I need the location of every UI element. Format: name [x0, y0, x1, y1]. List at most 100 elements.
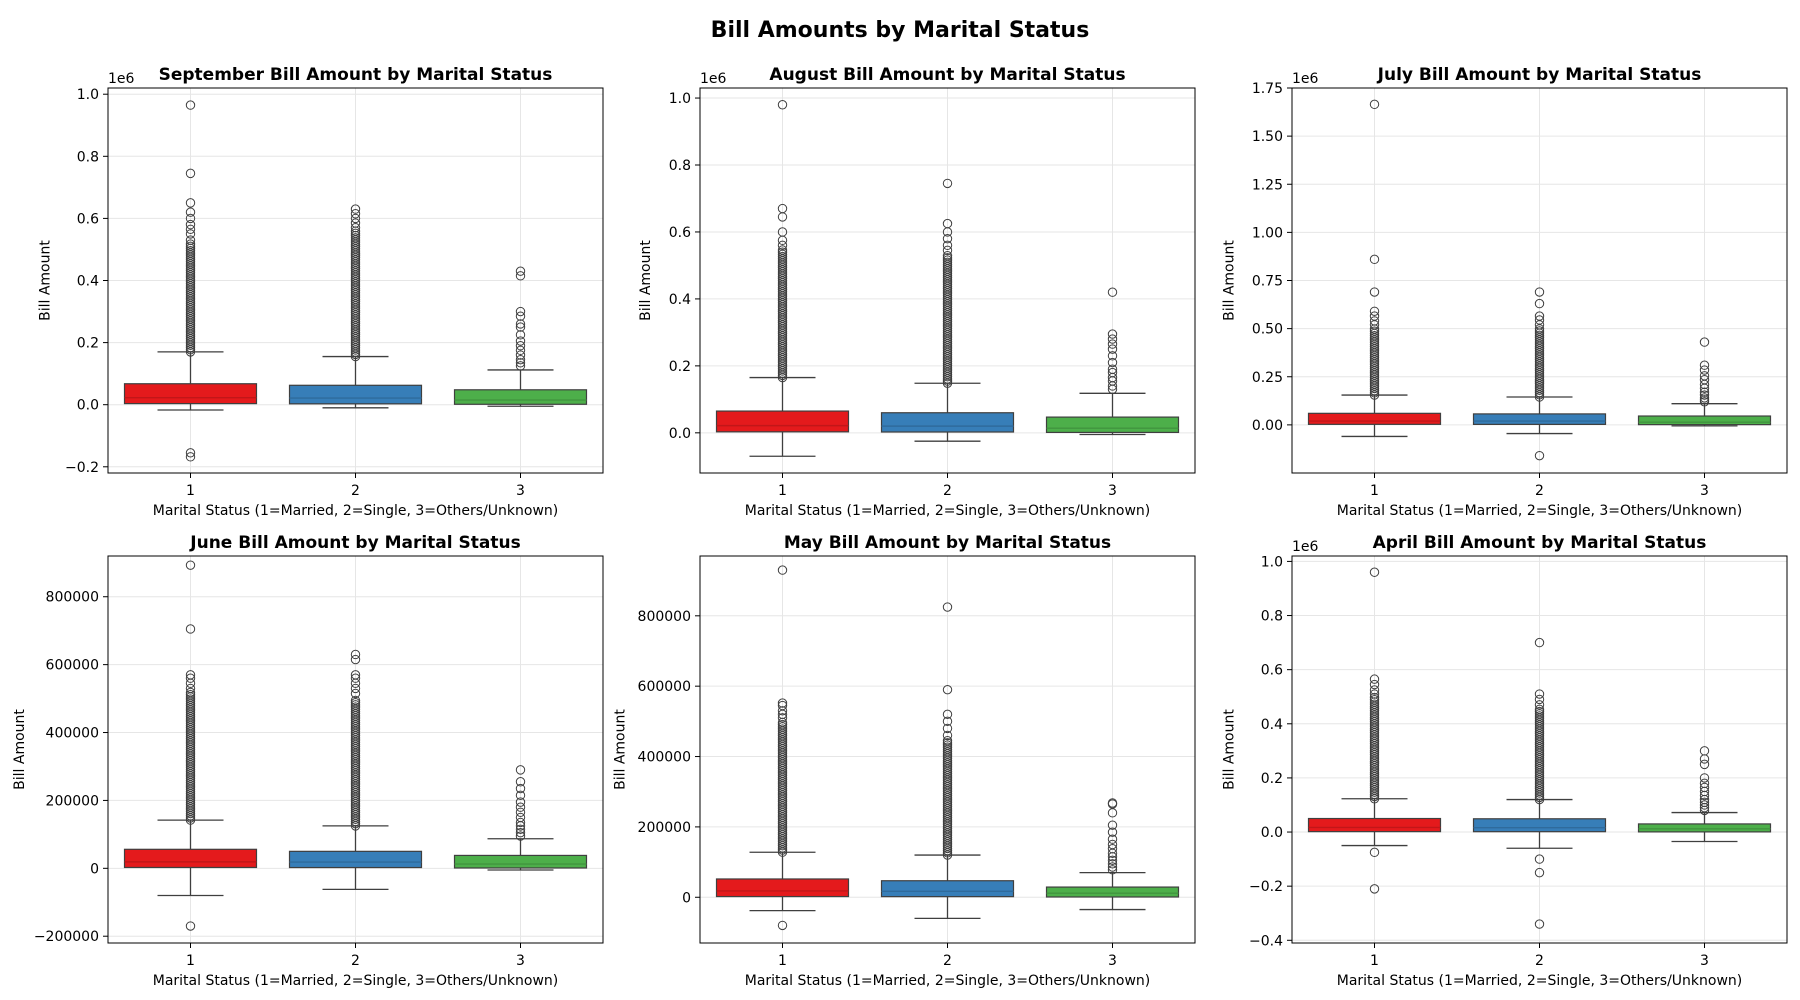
outlier-point [1699, 800, 1710, 810]
box-iqr [1472, 818, 1607, 833]
outlier-point [942, 178, 953, 189]
y-tick-label: 400000 [638, 750, 691, 766]
y-tick-label: 1.00 [1252, 225, 1283, 241]
y-tick-label: 800000 [46, 590, 99, 606]
y-tick-label: 400000 [46, 726, 99, 742]
outlier-point [1699, 393, 1710, 403]
y-tick-label: 1.0 [1261, 554, 1283, 570]
outlier-point [1534, 867, 1545, 878]
outlier-point [515, 336, 526, 346]
outlier-point [350, 649, 361, 660]
outlier-point [515, 827, 526, 838]
outlier-point [942, 742, 953, 752]
box-iqr [1307, 412, 1442, 425]
subplot-title: May Bill Amount by Marital Status [784, 533, 1111, 553]
outlier-point [185, 921, 196, 931]
outlier-point [942, 257, 953, 267]
box-2 [880, 178, 1015, 442]
outlier-point [350, 204, 361, 214]
outlier-point [350, 213, 361, 224]
outlier-point [942, 684, 953, 695]
outlier-point [942, 709, 953, 720]
outlier-point [1107, 862, 1118, 872]
y-tick-label: 800000 [638, 609, 691, 625]
outlier-point [515, 358, 526, 368]
outlier-point [1699, 746, 1710, 756]
box-1 [715, 565, 850, 931]
outlier-point [350, 700, 361, 710]
y-tick-label: 0.2 [669, 359, 691, 375]
box-iqr [1307, 817, 1442, 833]
y-tick-label: 0.8 [77, 149, 99, 165]
y-scale-offset: 1e6 [108, 71, 135, 87]
y-scale-offset: 1e6 [700, 71, 727, 87]
outlier-point [1534, 694, 1545, 705]
y-tick-label: 0.4 [1261, 717, 1283, 733]
outlier-point [515, 777, 526, 787]
box-1 [123, 560, 258, 931]
outlier-point [515, 345, 526, 356]
outlier-point [1369, 254, 1380, 265]
outlier-point [1534, 854, 1545, 864]
subplot-panel: −200000 0 200000 400000 600000 800000 1 2 3 June … [12, 533, 604, 989]
box-1 [123, 100, 258, 462]
outlier-point [350, 670, 361, 680]
y-tick-label: 0.0 [1261, 825, 1283, 841]
outlier-point [1369, 287, 1380, 297]
y-tick-label: −0.2 [65, 460, 99, 476]
y-tick-label: 1.25 [1252, 177, 1283, 193]
outlier-point [942, 250, 953, 261]
outlier-point [515, 319, 526, 329]
outlier-point [777, 227, 788, 237]
outlier-point [1534, 700, 1545, 710]
outlier-point [1534, 689, 1545, 699]
x-tick-label: 3 [1108, 953, 1117, 969]
outlier-point [1369, 674, 1380, 684]
x-tick-label: 3 [1108, 483, 1117, 499]
box-iqr [453, 854, 588, 869]
outlier-point [777, 724, 788, 734]
outlier-point [1107, 364, 1118, 374]
x-axis-label: Marital Status (1=Married, 2=Single, 3=O… [153, 503, 559, 519]
outlier-point [1699, 782, 1710, 793]
y-axis-label: Bill Amount [612, 709, 628, 790]
outlier-point [515, 266, 526, 276]
outlier-point [185, 246, 196, 256]
outlier-point [1369, 884, 1380, 894]
y-axis-label: Bill Amount [38, 240, 54, 321]
box-iqr [880, 412, 1015, 433]
outlier-point [350, 695, 361, 706]
box-iqr [123, 383, 258, 405]
outlier-point [777, 245, 788, 255]
x-tick-label: 1 [1370, 953, 1379, 969]
box-iqr [288, 384, 423, 405]
outlier-point [777, 247, 788, 257]
outlier-point [1107, 287, 1118, 297]
y-axis-label: Bill Amount [12, 709, 28, 790]
box-2 [1472, 637, 1607, 929]
outlier-point [185, 683, 196, 694]
x-tick-label: 2 [351, 953, 360, 969]
outlier-point [1369, 692, 1380, 703]
outlier-point [777, 251, 788, 262]
outlier-point [1107, 844, 1118, 854]
outlier-point [1369, 330, 1380, 341]
box-3 [1637, 746, 1772, 843]
outlier-point [942, 738, 953, 748]
outlier-point [942, 730, 953, 741]
y-axis-label: Bill Amount [1222, 240, 1238, 321]
outlier-point [1534, 711, 1545, 721]
outlier-point [1699, 371, 1710, 381]
outlier-point [942, 245, 953, 256]
outlier-point [185, 168, 196, 179]
outlier-point [777, 203, 788, 214]
outlier-point [185, 670, 196, 680]
outlier-point [185, 207, 196, 217]
outlier-point [350, 697, 361, 708]
box-2 [1472, 287, 1607, 461]
outlier-point [350, 209, 361, 219]
outlier-point [1107, 367, 1118, 378]
y-tick-label: 0.0 [669, 426, 691, 442]
outlier-point [350, 683, 361, 694]
